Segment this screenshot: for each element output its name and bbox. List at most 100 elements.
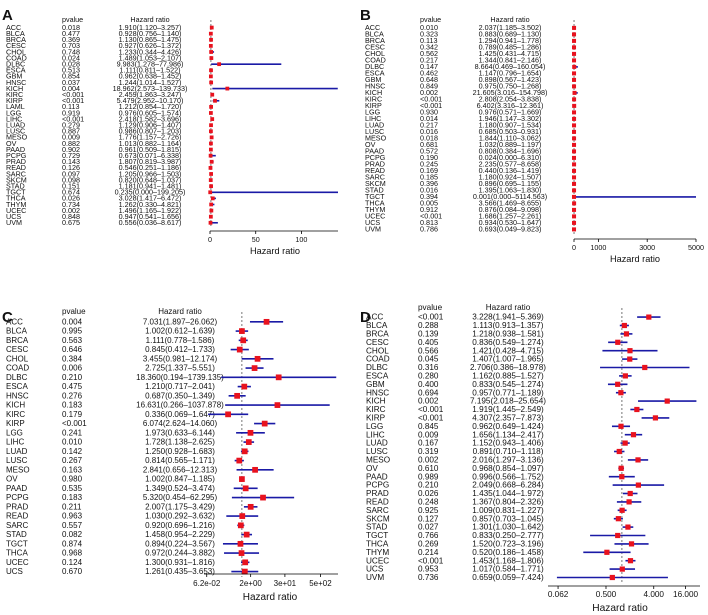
row-cancer-type: CHOL bbox=[6, 47, 26, 56]
hr-point bbox=[208, 74, 213, 79]
hr-point bbox=[243, 531, 250, 538]
hr-point bbox=[572, 45, 577, 50]
row-hazard-ratio: 0.968(0.854–1.097) bbox=[472, 464, 544, 473]
row-pvalue: 0.675 bbox=[62, 218, 80, 227]
row-hazard-ratio: 0.962(0.638–1.452) bbox=[119, 72, 182, 81]
row-cancer-type: ACC bbox=[6, 317, 23, 326]
row-pvalue: 0.016 bbox=[420, 186, 438, 195]
hazard-ratio-header: Hazard ratio bbox=[490, 15, 529, 24]
row-pvalue: 0.126 bbox=[62, 163, 80, 172]
hr-point bbox=[619, 507, 625, 513]
row-cancer-type: TGCT bbox=[366, 531, 388, 540]
row-cancer-type: KIRP bbox=[366, 414, 386, 423]
row-pvalue: 0.405 bbox=[418, 338, 439, 347]
row-hazard-ratio: 1.407(1.007–1.965) bbox=[472, 355, 544, 364]
row-hazard-ratio: 18.360(0.194–1739.135) bbox=[136, 373, 224, 382]
row-hazard-ratio: 0.934(0.530–1.647) bbox=[479, 218, 542, 227]
hr-point bbox=[615, 532, 621, 539]
row-cancer-type: LUSC bbox=[366, 447, 388, 456]
row-cancer-type: LIHC bbox=[6, 438, 24, 447]
row-pvalue: 0.288 bbox=[418, 321, 439, 330]
row-cancer-type: OV bbox=[6, 475, 18, 484]
row-hazard-ratio: 1.728(1.138–2.625) bbox=[145, 438, 215, 447]
row-pvalue: 0.027 bbox=[418, 523, 439, 532]
row-cancer-type: ACC bbox=[6, 23, 21, 32]
row-hazard-ratio: 0.520(0.186–1.458) bbox=[472, 548, 544, 557]
row-cancer-type: UCS bbox=[6, 212, 21, 221]
row-cancer-type: LUAD bbox=[6, 447, 28, 456]
row-hazard-ratio: 6.074(2.624–14.060) bbox=[143, 419, 218, 428]
row-hazard-ratio: 0.986(0.807–1.203) bbox=[119, 127, 182, 136]
hr-point bbox=[217, 62, 222, 67]
row-hazard-ratio: 1.111(0.811–1.522) bbox=[119, 66, 180, 75]
row-cancer-type: PCPG bbox=[366, 481, 389, 490]
row-pvalue: 0.475 bbox=[62, 382, 83, 391]
row-pvalue: <0.001 bbox=[62, 90, 84, 99]
row-cancer-type: SKCM bbox=[365, 179, 386, 188]
row-hazard-ratio: 2.725(1.337–5.551) bbox=[145, 364, 215, 373]
row-cancer-type: CHOL bbox=[366, 346, 389, 355]
row-pvalue: 0.002 bbox=[420, 88, 438, 97]
hr-point bbox=[239, 328, 245, 334]
hr-point bbox=[209, 135, 214, 140]
row-cancer-type: TGCT bbox=[365, 192, 385, 201]
row-hazard-ratio: 18.962(2.573–139.733) bbox=[113, 84, 188, 93]
hr-point bbox=[572, 25, 577, 30]
row-pvalue: 0.902 bbox=[62, 145, 80, 154]
row-cancer-type: STAD bbox=[6, 181, 25, 190]
row-hazard-ratio: 0.235(0.000–199.205) bbox=[115, 188, 186, 197]
row-pvalue: 0.813 bbox=[420, 218, 438, 227]
hr-point bbox=[572, 181, 577, 186]
hr-point bbox=[619, 566, 625, 572]
hr-point bbox=[239, 476, 245, 482]
x-axis-label: Hazard ratio bbox=[592, 603, 648, 614]
row-pvalue: 0.217 bbox=[420, 56, 438, 65]
row-hazard-ratio: 1.210(0.717–2.041) bbox=[145, 382, 215, 391]
hr-point bbox=[572, 220, 577, 225]
row-hazard-ratio: 1.435(1.044–1.972) bbox=[472, 489, 544, 498]
hr-point bbox=[572, 201, 577, 206]
row-cancer-type: LUSC bbox=[6, 456, 28, 465]
row-cancer-type: DLBC bbox=[366, 363, 388, 372]
hr-point bbox=[571, 168, 577, 173]
row-hazard-ratio: 0.947(0.541–1.656) bbox=[119, 212, 182, 221]
hr-point bbox=[618, 423, 624, 429]
hr-point bbox=[572, 142, 577, 147]
row-cancer-type: BRCA bbox=[6, 336, 29, 345]
row-hazard-ratio: 1.181(0.941–1.481) bbox=[119, 181, 182, 190]
row-pvalue: 0.563 bbox=[62, 336, 83, 345]
row-cancer-type: LIHC bbox=[365, 114, 381, 123]
row-cancer-type: KIRP bbox=[6, 419, 25, 428]
row-hazard-ratio: 8.664(0.469–160.054) bbox=[475, 62, 546, 71]
row-cancer-type: CHOL bbox=[6, 354, 29, 363]
row-pvalue: 0.142 bbox=[62, 447, 83, 456]
hr-point bbox=[615, 516, 621, 522]
row-hazard-ratio: 0.961(0.509–1.815) bbox=[119, 145, 182, 154]
row-hazard-ratio: 1.395(1.063–1.830) bbox=[479, 186, 542, 195]
row-cancer-type: LGG bbox=[6, 428, 23, 437]
hr-point bbox=[234, 392, 241, 399]
row-pvalue: 0.369 bbox=[62, 35, 80, 44]
row-pvalue: 0.968 bbox=[62, 549, 83, 558]
row-cancer-type: KICH bbox=[366, 397, 386, 406]
hr-point bbox=[626, 499, 632, 505]
row-cancer-type: PAAD bbox=[366, 472, 388, 481]
row-cancer-type: SARC bbox=[6, 169, 26, 178]
row-pvalue: 0.217 bbox=[420, 121, 438, 130]
row-cancer-type: HNSC bbox=[6, 391, 29, 400]
row-cancer-type: LGG bbox=[6, 108, 22, 117]
row-cancer-type: READ bbox=[365, 166, 385, 175]
hr-point bbox=[572, 51, 577, 56]
hr-point bbox=[209, 50, 214, 54]
row-cancer-type: GBM bbox=[365, 75, 381, 84]
row-cancer-type: DLBC bbox=[365, 62, 384, 71]
row-hazard-ratio: 2.007(1.175–3.429) bbox=[145, 502, 215, 511]
row-pvalue: <0.001 bbox=[62, 96, 84, 105]
row-cancer-type: SKCM bbox=[366, 514, 390, 523]
row-pvalue: 0.925 bbox=[418, 506, 439, 515]
row-pvalue: 0.670 bbox=[62, 567, 83, 576]
row-pvalue: 0.169 bbox=[420, 166, 438, 175]
